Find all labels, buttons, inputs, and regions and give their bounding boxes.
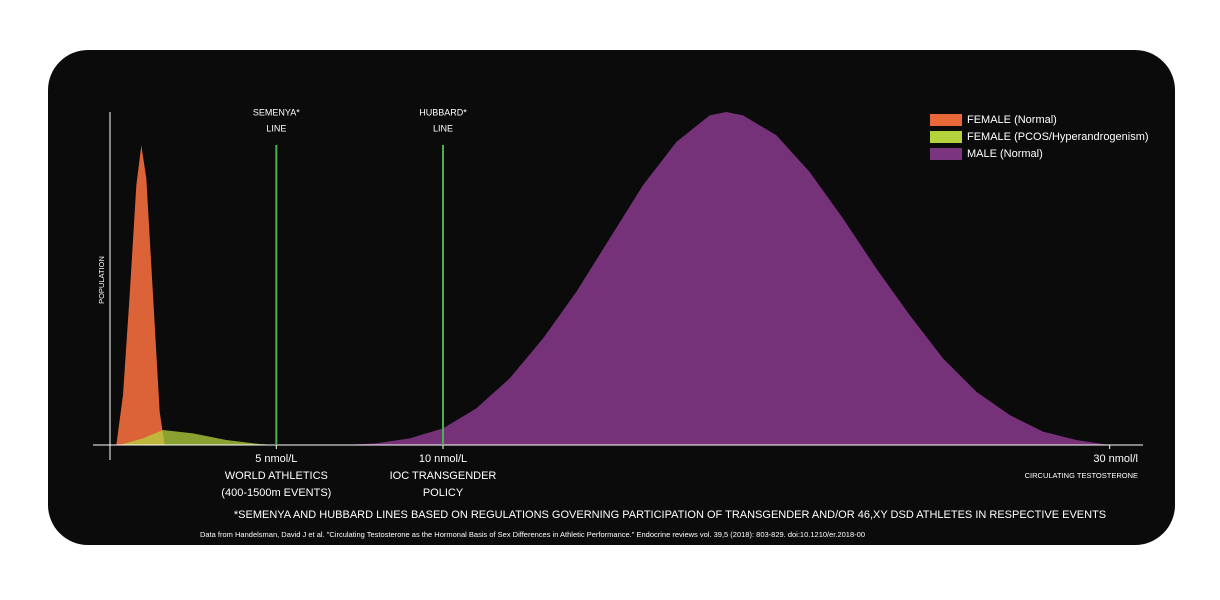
y-axis-label: POPULATION <box>97 256 106 304</box>
x-tick-note: POLICY <box>423 487 464 499</box>
area <box>116 145 165 446</box>
legend-swatch <box>930 114 962 126</box>
area <box>119 430 277 445</box>
footnote: *SEMENYA AND HUBBARD LINES BASED ON REGU… <box>234 509 1106 521</box>
legend-label: FEMALE (PCOS/Hyperandrogenism) <box>967 131 1149 143</box>
x-tick-label: 10 nmol/L <box>419 453 467 465</box>
legend-label: FEMALE (Normal) <box>967 114 1057 126</box>
x-tick-label: 30 nmol/l <box>1093 453 1138 465</box>
legend-label: MALE (Normal) <box>967 148 1043 160</box>
reference-label: LINE <box>266 123 286 133</box>
x-axis-label: CIRCULATING TESTOSTERONE <box>1025 471 1138 480</box>
legend-swatch <box>930 131 962 143</box>
source: Data from Handelsman, David J et al. "Ci… <box>200 530 865 539</box>
area <box>343 112 1110 445</box>
x-tick-note: (400-1500m EVENTS) <box>221 487 331 499</box>
plot: POPULATION SEMENYA* LINE HUBBARD* LINE 5 nmol… <box>93 107 1149 539</box>
x-tick-note: WORLD ATHLETICS <box>225 470 328 482</box>
legend-swatch <box>930 148 962 160</box>
reference-label: SEMENYA* <box>253 107 300 117</box>
reference-label: HUBBARD* <box>419 107 467 117</box>
reference-label: LINE <box>433 123 453 133</box>
x-tick-label: 5 nmol/L <box>255 453 297 465</box>
x-tick-note: IOC TRANSGENDER <box>390 470 497 482</box>
